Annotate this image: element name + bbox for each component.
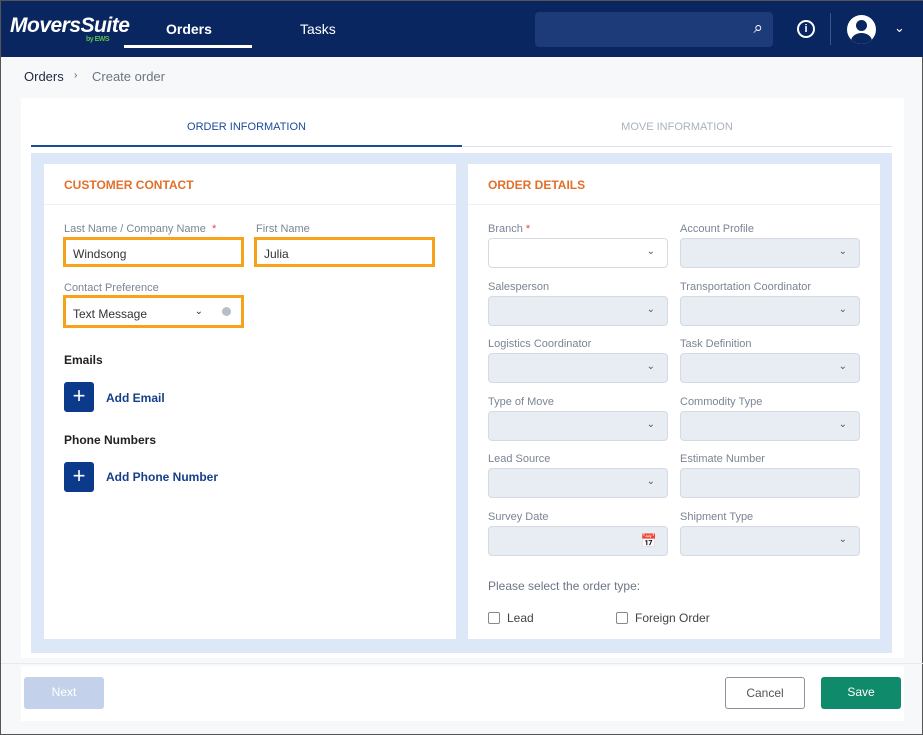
add-phone-link[interactable]: Add Phone Number	[106, 470, 219, 484]
info-icon[interactable]: i	[797, 20, 815, 38]
chevron-down-icon: ⌄	[838, 418, 847, 430]
phones-heading: Phone Numbers	[64, 433, 157, 447]
section-title: ORDER DETAILS	[488, 178, 586, 192]
contact-pref-select[interactable]: Text Message ⌄	[63, 295, 244, 328]
search-input[interactable]: ⌕	[535, 12, 773, 47]
avatar-icon[interactable]	[847, 15, 876, 44]
chevron-right-icon: ›	[74, 70, 78, 81]
account-profile-input[interactable]: ⌄	[680, 238, 860, 268]
clear-icon	[222, 307, 231, 316]
chevron-down-icon[interactable]: ⌄	[894, 20, 905, 35]
nav-orders[interactable]: Orders	[166, 21, 212, 37]
add-phone-button[interactable]: +	[64, 462, 94, 492]
transportation-coordinator-input[interactable]: ⌄	[680, 295, 860, 326]
foreign-order-label: Foreign Order	[635, 611, 710, 625]
chevron-down-icon: ⌄	[838, 533, 847, 545]
task-definition-label: Task Definition	[680, 338, 752, 350]
chevron-down-icon: ⌄	[838, 361, 847, 372]
section-title: CUSTOMER CONTACT	[64, 178, 194, 192]
logistics-coordinator-label: Logistics Coordinator	[488, 338, 592, 350]
chevron-down-icon: ⌄	[646, 246, 655, 257]
shipment-type-input[interactable]: ⌄	[680, 525, 860, 556]
commodity-type-input[interactable]: ⌄	[680, 410, 860, 441]
commodity-type-label: Commodity Type	[680, 395, 763, 408]
nav-tasks[interactable]: Tasks	[300, 21, 336, 37]
first-name-input[interactable]: Julia	[254, 237, 435, 267]
next-button[interactable]: Next	[24, 677, 104, 709]
type-of-move-label: Type of Move	[488, 395, 555, 408]
account-profile-label: Account Profile	[680, 223, 754, 235]
salesperson-label: Salesperson	[488, 280, 550, 293]
logistics-coordinator-input[interactable]: ⌄	[488, 353, 668, 383]
branch-input[interactable]: ⌄	[488, 238, 668, 268]
top-nav: MoversSuite by EWS Orders Tasks ⌕ i ⌄	[1, 1, 923, 57]
active-tab-indicator	[124, 45, 252, 48]
tab-move-information[interactable]: MOVE INFORMATION	[621, 121, 733, 133]
calendar-icon[interactable]: 📅	[640, 532, 657, 548]
chevron-down-icon: ⌄	[838, 303, 847, 315]
breadcrumb-orders[interactable]: Orders	[24, 69, 64, 84]
divider	[1, 663, 923, 664]
task-definition-input[interactable]: ⌄	[680, 353, 860, 383]
order-details-card: ORDER DETAILS Branch * ⌄ Account Profile ⌄ S…	[468, 164, 880, 639]
emails-heading: Emails	[64, 353, 103, 367]
type-of-move-input[interactable]: ⌄	[488, 410, 668, 441]
estimate-number-input[interactable]	[680, 468, 860, 498]
survey-date-label: Survey Date	[488, 510, 549, 523]
tab-divider	[462, 146, 892, 147]
lead-source-label: Lead Source	[488, 453, 551, 465]
lead-checkbox[interactable]	[488, 612, 500, 624]
survey-date-input[interactable]: 📅	[488, 525, 668, 556]
customer-contact-card: CUSTOMER CONTACT Last Name / Company Nam…	[44, 164, 456, 639]
branch-label: Branch *	[488, 223, 531, 235]
estimate-number-label: Estimate Number	[680, 453, 765, 465]
foreign-order-checkbox[interactable]	[616, 612, 628, 624]
chevron-down-icon: ⌄	[838, 246, 847, 257]
add-email-button[interactable]: +	[64, 382, 94, 412]
lead-label: Lead	[507, 611, 534, 625]
divider	[44, 204, 456, 205]
add-email-link[interactable]: Add Email	[106, 391, 165, 405]
tab-indicator	[31, 145, 462, 147]
chevron-down-icon: ⌄	[194, 306, 203, 317]
logo[interactable]: MoversSuite by EWS	[10, 14, 130, 43]
divider	[830, 13, 831, 45]
salesperson-input[interactable]: ⌄	[488, 295, 668, 326]
contact-pref-label: Contact Preference	[64, 282, 159, 294]
chevron-down-icon: ⌄	[646, 418, 655, 430]
last-name-label: Last Name / Company Name *	[64, 223, 217, 235]
lead-source-input[interactable]: ⌄	[488, 468, 668, 498]
last-name-input[interactable]: Windsong	[63, 237, 244, 267]
first-name-label: First Name	[256, 223, 310, 235]
tab-order-information[interactable]: ORDER INFORMATION	[187, 121, 306, 133]
chevron-down-icon: ⌄	[646, 476, 655, 487]
order-type-prompt: Please select the order type:	[488, 579, 641, 593]
chevron-down-icon: ⌄	[646, 361, 655, 372]
transportation-coordinator-label: Transportation Coordinator	[680, 280, 812, 293]
shipment-type-label: Shipment Type	[680, 510, 754, 523]
divider	[468, 204, 880, 205]
cancel-button[interactable]: Cancel	[725, 677, 805, 709]
chevron-down-icon: ⌄	[646, 303, 655, 315]
save-button[interactable]: Save	[821, 677, 901, 709]
search-icon[interactable]: ⌕	[753, 18, 763, 37]
breadcrumb-current: Create order	[92, 69, 165, 84]
